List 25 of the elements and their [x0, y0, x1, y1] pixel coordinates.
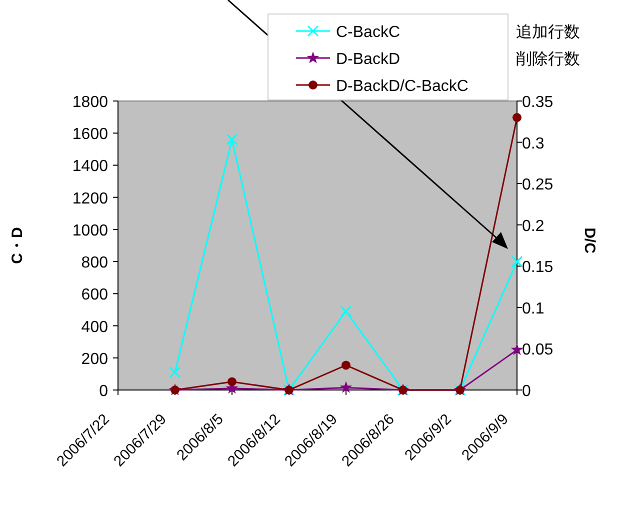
y2-tick-label: 0.25: [522, 176, 554, 194]
y2-tick-label: 0.2: [522, 218, 544, 235]
text: 追加行数: [516, 23, 580, 41]
y-tick-label: 800: [81, 254, 108, 272]
y-tick-label: 1200: [72, 190, 108, 208]
y2-tick-label: 0.1: [522, 300, 544, 318]
legend-label: D-BackD: [336, 51, 400, 68]
y-tick-label: 0: [99, 383, 108, 400]
text: 削除行数: [516, 50, 580, 68]
y-tick-label: 1800: [72, 94, 108, 111]
legend-label: D-BackD/C-BackC: [336, 78, 468, 95]
legend-label: C-BackC: [336, 24, 400, 41]
y2-axis-title: D/C: [581, 228, 598, 254]
y2-tick-label: 0.05: [522, 342, 554, 359]
y2-tick-label: 0.3: [522, 135, 544, 152]
y2-tick-label: 0.35: [522, 94, 554, 111]
y-tick-label: 1000: [72, 222, 108, 240]
y2-tick-label: 0: [522, 383, 531, 400]
y-tick-label: 1600: [72, 126, 108, 144]
y2-tick-label: 0.15: [522, 259, 554, 276]
y-axis-title: C・D: [9, 227, 26, 264]
y-tick-label: 400: [81, 318, 108, 336]
y-tick-label: 200: [81, 350, 108, 368]
y-tick-label: 600: [81, 286, 108, 304]
y-tick-label: 1400: [72, 158, 108, 176]
